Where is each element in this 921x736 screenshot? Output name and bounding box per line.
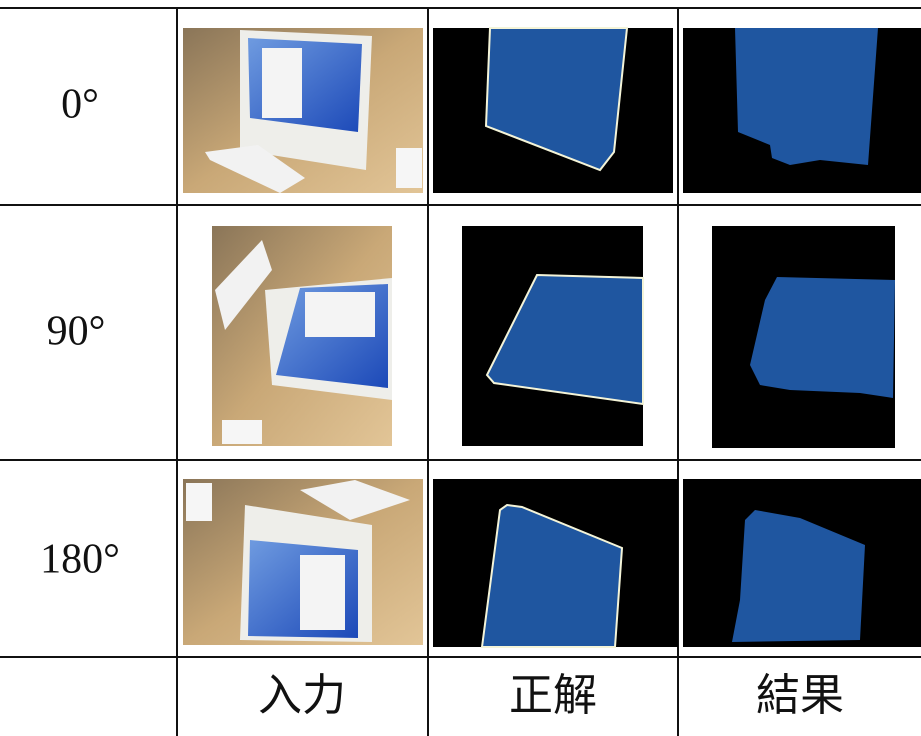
input-photo [212, 226, 392, 446]
row-label: 90° [47, 309, 106, 355]
result-mask [683, 479, 921, 647]
ground-truth-mask [433, 27, 673, 193]
column-label: 入力 [258, 671, 346, 720]
row-label: 180° [40, 537, 120, 583]
result-mask [712, 226, 895, 448]
input-photo [183, 479, 423, 645]
row-label: 0° [61, 82, 99, 128]
input-photo [183, 28, 423, 193]
ground-truth-mask [462, 226, 644, 446]
table-rules [0, 7, 921, 736]
ground-truth-mask [433, 479, 678, 648]
column-label: 結果 [756, 671, 844, 720]
column-label: 正解 [509, 671, 597, 720]
result-mask [683, 28, 921, 193]
